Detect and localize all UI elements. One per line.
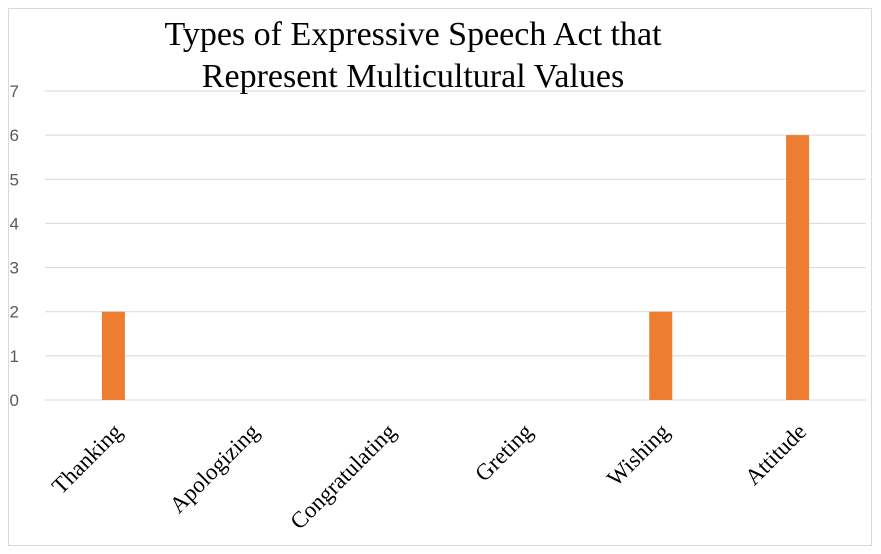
x-tick-label: Attitude <box>740 419 811 490</box>
x-tick-label: Congratulating <box>285 419 401 535</box>
x-tick-label: Wishing <box>602 419 674 491</box>
y-tick-label: 0 <box>10 391 19 410</box>
bar <box>649 311 673 400</box>
y-tick-label: 7 <box>10 82 19 101</box>
y-tick-label: 2 <box>10 303 19 322</box>
y-tick-label: 1 <box>10 347 19 366</box>
x-tick-label: Thanking <box>47 419 127 499</box>
chart-frame <box>8 8 872 546</box>
y-tick-label: 6 <box>10 126 19 145</box>
chart-title-line-2: Represent Multicultural Values <box>201 58 625 95</box>
x-tick-label: Apologizing <box>165 419 264 518</box>
bar <box>101 311 125 400</box>
chart-title-line-1: Types of Expressive Speech Act that <box>164 16 662 53</box>
bar <box>786 135 810 400</box>
y-tick-label: 5 <box>10 170 19 189</box>
y-tick-label: 3 <box>10 259 19 278</box>
x-tick-label: Greting <box>470 419 538 487</box>
chart-title: Types of Expressive Speech Act that Repr… <box>0 14 826 98</box>
y-tick-label: 4 <box>10 214 19 233</box>
